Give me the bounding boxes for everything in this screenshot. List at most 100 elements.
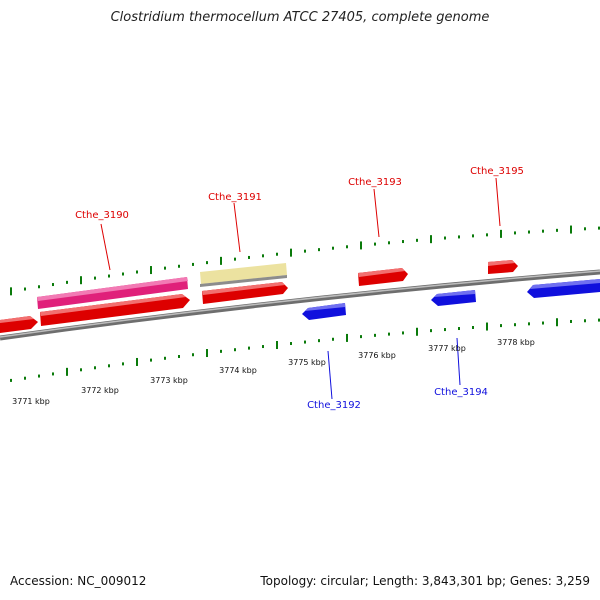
minor-tick [332, 337, 334, 341]
minor-tick [416, 238, 418, 242]
minor-tick [94, 366, 96, 370]
minor-tick [24, 376, 26, 380]
minor-tick [150, 358, 152, 362]
minor-tick [178, 354, 180, 358]
major-tick [206, 349, 208, 358]
scale-label: 3771 kbp [12, 397, 50, 406]
minor-tick [262, 345, 264, 349]
minor-tick [374, 242, 376, 246]
minor-tick [248, 255, 250, 259]
gene-label-cthe-3194: Cthe_3194 [434, 387, 488, 398]
major-tick [556, 318, 558, 327]
minor-tick [388, 241, 390, 245]
minor-tick [598, 318, 600, 322]
major-tick [570, 225, 572, 234]
minor-tick [206, 261, 208, 265]
minor-tick [332, 246, 334, 250]
scale-label: 3776 kbp [358, 351, 396, 360]
minor-tick [402, 331, 404, 335]
minor-tick [234, 348, 236, 352]
gene-label-cthe-3193: Cthe_3193 [348, 177, 402, 188]
minor-tick [486, 233, 488, 237]
minor-tick [542, 321, 544, 325]
minor-tick [346, 245, 348, 249]
forward-scale-ticks [10, 225, 600, 296]
minor-tick [38, 374, 40, 378]
minor-tick [248, 346, 250, 350]
minor-tick [108, 274, 110, 278]
gene-label-cthe-3195: Cthe_3195 [470, 166, 524, 177]
gene-label-cthe-3190: Cthe_3190 [75, 210, 129, 221]
scale-label: 3775 kbp [288, 358, 326, 367]
minor-tick [122, 272, 124, 276]
minor-tick [122, 362, 124, 366]
minor-tick [52, 372, 54, 376]
minor-tick [584, 319, 586, 323]
minor-tick [220, 349, 222, 353]
major-tick [290, 248, 292, 257]
minor-tick [570, 319, 572, 323]
minor-tick [402, 240, 404, 244]
major-tick [430, 235, 432, 244]
minor-tick [304, 340, 306, 344]
minor-tick [500, 324, 502, 328]
minor-tick [234, 257, 236, 261]
scale-label: 3777 kbp [428, 344, 466, 353]
scale-label: 3773 kbp [150, 376, 188, 385]
minor-tick [38, 285, 40, 289]
minor-tick [276, 252, 278, 256]
major-tick [66, 367, 68, 376]
forward-features [0, 260, 518, 333]
genome-summary: Topology: circular; Length: 3,843,301 bp… [260, 574, 590, 588]
minor-tick [458, 235, 460, 239]
minor-tick [444, 236, 446, 240]
minor-tick [318, 248, 320, 252]
major-tick [346, 333, 348, 342]
minor-tick [514, 231, 516, 235]
reverse-features [302, 279, 600, 320]
minor-tick [94, 276, 96, 280]
minor-tick [262, 254, 264, 258]
gene-label-cthe-3192: Cthe_3192 [307, 400, 361, 411]
gene-arrow-3190 [40, 294, 190, 326]
minor-tick [66, 280, 68, 284]
minor-tick [318, 339, 320, 343]
minor-tick [514, 323, 516, 327]
minor-tick [528, 322, 530, 326]
genome-title: Clostridium thermocellum ATCC 27405, com… [110, 10, 490, 25]
scale-label: 3774 kbp [219, 366, 257, 375]
minor-tick [598, 226, 600, 230]
minor-tick [290, 342, 292, 346]
minor-tick [374, 333, 376, 337]
minor-tick [164, 266, 166, 270]
minor-tick [472, 234, 474, 238]
minor-tick [430, 329, 432, 333]
major-tick [80, 276, 82, 285]
minor-tick [542, 229, 544, 233]
minor-tick [108, 364, 110, 368]
minor-tick [52, 283, 54, 287]
accession-label: Accession: NC_009012 [10, 574, 147, 588]
minor-tick [304, 249, 306, 253]
gene-arrow-3191 [202, 282, 288, 304]
feature-pale [200, 263, 287, 284]
major-tick [500, 229, 502, 238]
minor-tick [458, 327, 460, 331]
genome-backbone [0, 269, 600, 341]
minor-tick [388, 332, 390, 336]
minor-tick [24, 287, 26, 291]
major-tick [136, 357, 138, 366]
scale-label: 3772 kbp [81, 386, 119, 395]
minor-tick [472, 326, 474, 330]
major-tick [150, 266, 152, 275]
minor-tick [584, 227, 586, 231]
minor-tick [10, 378, 12, 382]
reverse-scale-ticks [10, 318, 600, 382]
minor-tick [80, 368, 82, 372]
major-tick [276, 341, 278, 350]
major-tick [360, 241, 362, 250]
major-tick [486, 322, 488, 331]
major-tick [220, 256, 222, 265]
minor-tick [444, 328, 446, 332]
